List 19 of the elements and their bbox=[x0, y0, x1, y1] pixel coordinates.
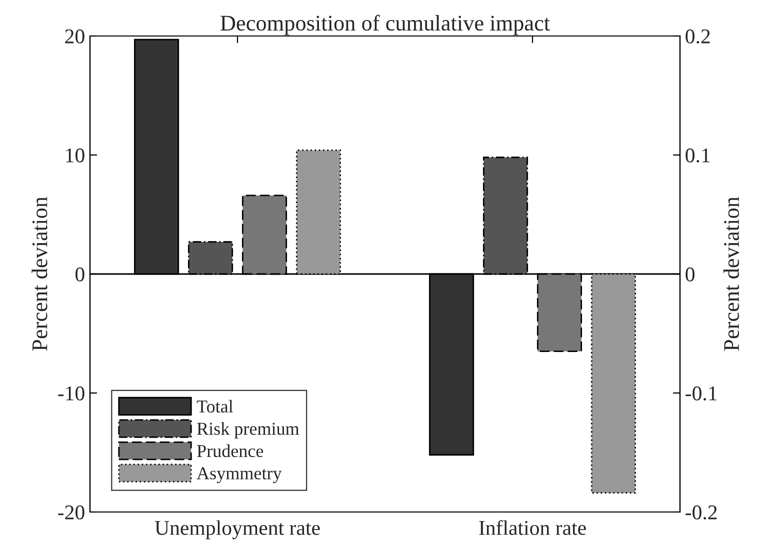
y2-tick-label: -0.1 bbox=[686, 386, 717, 401]
y-tick-label: 10 bbox=[66, 148, 84, 162]
y-tick-label: 20 bbox=[65, 29, 84, 44]
y2-axis-title: Percent deviation bbox=[723, 196, 740, 351]
chart-title: Decomposition of cumulative impact bbox=[220, 14, 550, 36]
x-tick-label: Unemployment rate bbox=[154, 520, 320, 540]
legend-label: Total bbox=[196, 400, 234, 413]
y2-tick-label: 0.1 bbox=[686, 148, 710, 163]
y2-tick-label: -0.2 bbox=[686, 505, 717, 520]
y-tick-label: 0 bbox=[76, 267, 84, 282]
y-tick-label: -10 bbox=[58, 386, 84, 400]
y-axis-title: Percent deviation bbox=[32, 196, 48, 351]
legend-label: Asymmetry bbox=[196, 467, 282, 484]
y2-tick-label: 0.2 bbox=[686, 29, 710, 44]
y2-tick-label: 0 bbox=[686, 267, 694, 282]
legend-label: Risk premium bbox=[197, 422, 300, 439]
y-tick-label: -20 bbox=[58, 505, 84, 520]
legend-label: Prudence bbox=[197, 444, 264, 458]
x-tick-label: Inflation rate bbox=[479, 520, 586, 535]
